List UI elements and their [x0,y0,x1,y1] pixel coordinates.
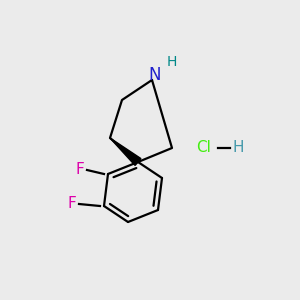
Text: H: H [167,55,177,69]
Text: F: F [68,196,76,211]
Text: Cl: Cl [196,140,211,155]
Text: N: N [149,66,161,84]
Polygon shape [110,138,141,165]
Text: H: H [232,140,244,155]
Text: F: F [76,163,84,178]
